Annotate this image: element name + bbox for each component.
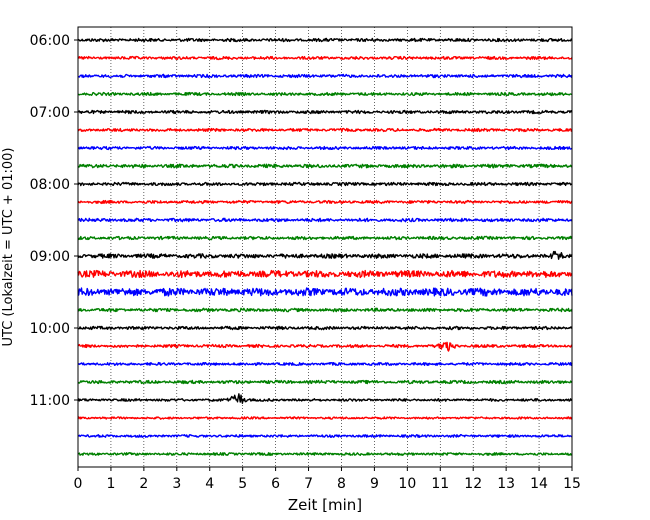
trace-line bbox=[77, 287, 573, 297]
trace-line bbox=[77, 393, 573, 404]
trace-line bbox=[77, 416, 573, 420]
trace-line bbox=[77, 452, 573, 456]
x-tick-label: 4 bbox=[205, 476, 214, 492]
x-tick-label: 5 bbox=[238, 476, 247, 492]
x-tick-label: 13 bbox=[497, 476, 515, 492]
trace-line bbox=[77, 55, 573, 61]
trace-line bbox=[77, 145, 573, 151]
x-tick-label: 0 bbox=[74, 476, 83, 492]
x-tick-label: 3 bbox=[172, 476, 181, 492]
trace-line bbox=[77, 325, 573, 331]
trace-line bbox=[77, 73, 573, 79]
x-tick-label: 10 bbox=[398, 476, 416, 492]
x-axis-label: Zeit [min] bbox=[288, 496, 362, 514]
trace-line bbox=[77, 109, 573, 115]
trace-line bbox=[77, 91, 573, 97]
trace-line bbox=[77, 379, 573, 385]
trace-group bbox=[77, 37, 573, 456]
grid-lines bbox=[110, 27, 540, 467]
plot-frame bbox=[77, 26, 573, 468]
trace-line bbox=[77, 250, 573, 260]
y-axis-ticks: 06:00 07:00 08:00 09:00 10:00 11:00 bbox=[30, 33, 78, 409]
trace-line bbox=[77, 163, 573, 169]
y-tick-label: 10:00 bbox=[30, 321, 70, 337]
y-tick-label: 08:00 bbox=[30, 177, 70, 193]
x-tick-label: 7 bbox=[304, 476, 313, 492]
x-tick-label: 11 bbox=[431, 476, 449, 492]
y-tick-label: 09:00 bbox=[30, 249, 70, 265]
trace-line bbox=[77, 341, 573, 352]
y-tick-label: 06:00 bbox=[30, 33, 70, 49]
x-tick-label: 15 bbox=[563, 476, 581, 492]
trace-line bbox=[77, 269, 573, 279]
trace-line bbox=[77, 37, 573, 43]
trace-line bbox=[77, 217, 573, 223]
x-tick-label: 1 bbox=[106, 476, 115, 492]
x-axis-ticks: 0 1 2 3 4 5 6 7 8 9 10 11 12 13 14 15 bbox=[74, 467, 581, 492]
trace-line bbox=[77, 235, 573, 241]
x-tick-label: 6 bbox=[271, 476, 280, 492]
y-axis-label: UTC (Lokalzeit = UTC + 01:00) bbox=[1, 148, 16, 347]
trace-line bbox=[77, 434, 573, 438]
trace-line bbox=[77, 127, 573, 133]
y-tick-label: 07:00 bbox=[30, 105, 70, 121]
x-tick-label: 12 bbox=[464, 476, 482, 492]
x-tick-label: 14 bbox=[530, 476, 548, 492]
trace-line bbox=[77, 307, 573, 313]
x-tick-label: 2 bbox=[139, 476, 148, 492]
plot-background bbox=[78, 27, 572, 467]
trace-line bbox=[77, 361, 573, 367]
y-tick-label: 11:00 bbox=[30, 393, 70, 409]
trace-line bbox=[77, 181, 573, 187]
x-tick-label: 8 bbox=[337, 476, 346, 492]
trace-line bbox=[77, 199, 573, 205]
x-tick-label: 9 bbox=[370, 476, 379, 492]
